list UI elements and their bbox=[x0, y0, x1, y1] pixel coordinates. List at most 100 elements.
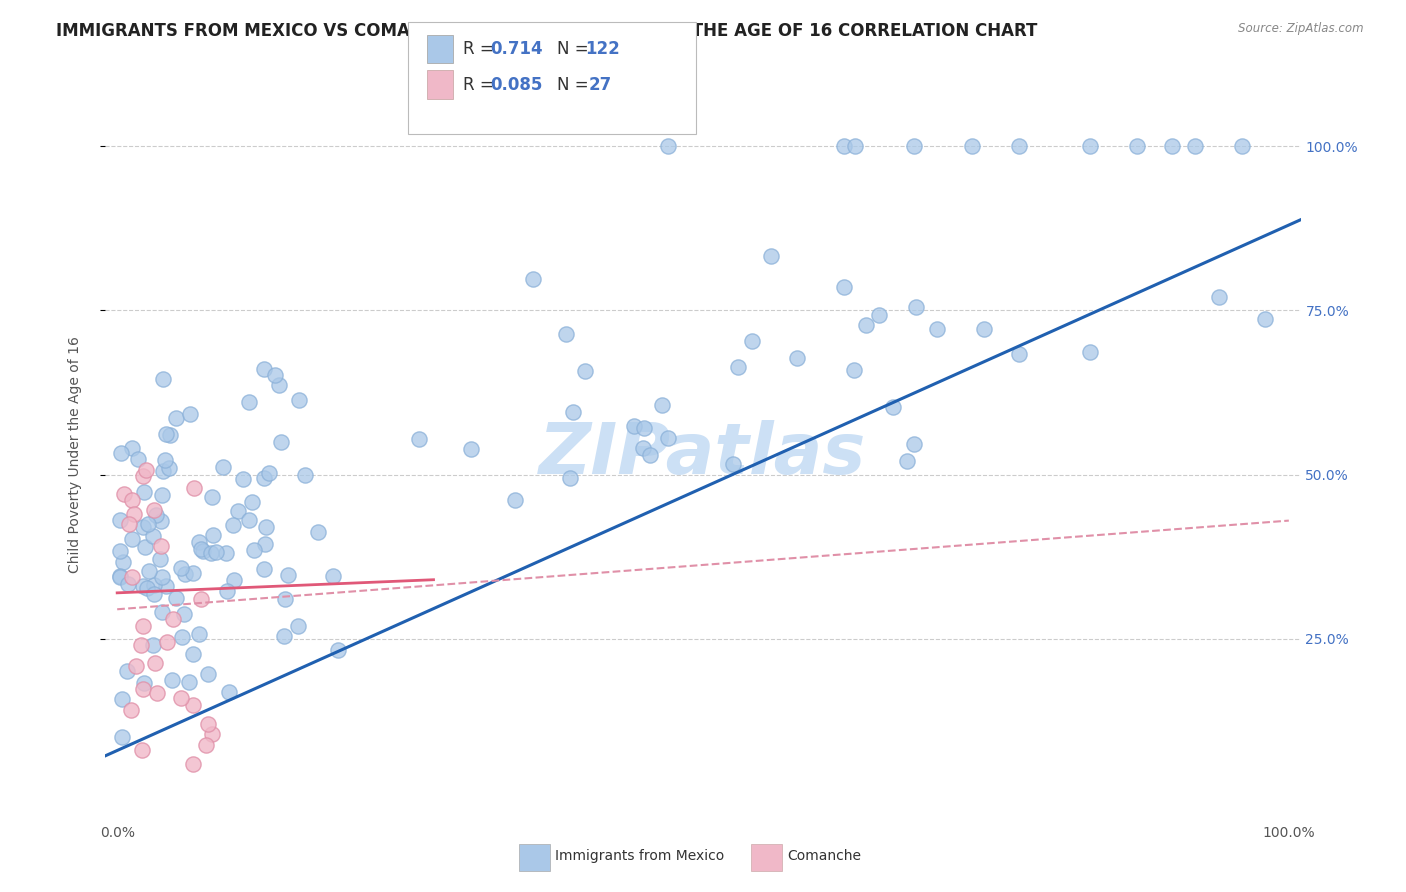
Point bbox=[962, 139, 984, 153]
Point bbox=[110, 569, 132, 583]
Point bbox=[574, 364, 596, 378]
Point bbox=[212, 459, 235, 474]
Point bbox=[136, 516, 159, 531]
Point bbox=[202, 528, 225, 542]
Point bbox=[741, 334, 763, 348]
Point bbox=[115, 664, 138, 678]
Point bbox=[181, 566, 204, 580]
Point bbox=[277, 568, 299, 582]
Point bbox=[150, 605, 173, 619]
Point bbox=[1078, 344, 1101, 359]
Point bbox=[832, 280, 855, 294]
Point bbox=[727, 359, 749, 374]
Point bbox=[238, 394, 260, 409]
Point bbox=[254, 520, 277, 534]
Text: Immigrants from Mexico: Immigrants from Mexico bbox=[555, 849, 724, 863]
Point bbox=[408, 432, 430, 446]
Point bbox=[253, 562, 276, 576]
Point bbox=[201, 490, 224, 504]
Point bbox=[905, 300, 928, 314]
Point bbox=[294, 467, 316, 482]
Point bbox=[503, 493, 526, 508]
Point bbox=[160, 673, 183, 687]
Point bbox=[270, 434, 292, 449]
Point bbox=[152, 464, 174, 478]
Point bbox=[623, 418, 645, 433]
Text: 27: 27 bbox=[589, 76, 613, 94]
Point bbox=[142, 578, 165, 592]
Point bbox=[252, 362, 274, 376]
Point bbox=[1008, 347, 1031, 361]
Point bbox=[183, 481, 205, 495]
Point bbox=[129, 638, 152, 652]
Point bbox=[197, 666, 219, 681]
Point bbox=[238, 513, 260, 527]
Point bbox=[159, 428, 181, 442]
Text: Comanche: Comanche bbox=[787, 849, 862, 863]
Point bbox=[253, 537, 276, 551]
Point bbox=[204, 545, 226, 559]
Point bbox=[143, 656, 166, 670]
Point bbox=[162, 612, 184, 626]
Text: 122: 122 bbox=[585, 40, 620, 58]
Text: Source: ZipAtlas.com: Source: ZipAtlas.com bbox=[1239, 22, 1364, 36]
Point bbox=[127, 451, 149, 466]
Point bbox=[142, 587, 165, 601]
Point bbox=[157, 460, 180, 475]
Point bbox=[197, 717, 219, 731]
Point bbox=[257, 466, 280, 480]
Point bbox=[868, 309, 890, 323]
Text: ZIPatlas: ZIPatlas bbox=[540, 420, 866, 490]
Point bbox=[232, 472, 254, 486]
Point bbox=[155, 579, 177, 593]
Point bbox=[132, 485, 155, 500]
Point bbox=[190, 541, 212, 556]
Point bbox=[170, 690, 193, 705]
Point bbox=[721, 457, 744, 471]
Point bbox=[108, 513, 131, 527]
Point bbox=[927, 322, 949, 336]
Point bbox=[121, 441, 143, 455]
Point bbox=[142, 639, 165, 653]
Point bbox=[132, 682, 155, 697]
Point bbox=[761, 249, 783, 263]
Point bbox=[288, 392, 311, 407]
Point bbox=[179, 407, 201, 421]
Point bbox=[121, 532, 143, 546]
Point bbox=[560, 471, 582, 485]
Point bbox=[522, 272, 544, 286]
Point bbox=[218, 684, 240, 698]
Point bbox=[896, 454, 918, 468]
Point bbox=[152, 372, 174, 386]
Point bbox=[132, 520, 155, 534]
Point bbox=[273, 628, 295, 642]
Point bbox=[117, 576, 139, 591]
Point bbox=[562, 405, 585, 419]
Point bbox=[146, 686, 169, 700]
Text: 0.085: 0.085 bbox=[491, 76, 543, 94]
Point bbox=[150, 488, 173, 502]
Point bbox=[110, 544, 132, 558]
Point bbox=[155, 426, 177, 441]
Point bbox=[242, 495, 264, 509]
Point bbox=[274, 591, 297, 606]
Point bbox=[657, 139, 679, 153]
Text: R =: R = bbox=[463, 40, 499, 58]
Point bbox=[1008, 139, 1031, 153]
Point bbox=[215, 546, 238, 560]
Point bbox=[108, 570, 131, 584]
Point bbox=[187, 534, 209, 549]
Point bbox=[1184, 139, 1206, 153]
Point bbox=[217, 583, 239, 598]
Point bbox=[844, 139, 866, 153]
Text: 0.714: 0.714 bbox=[491, 40, 543, 58]
Point bbox=[882, 400, 904, 414]
Point bbox=[149, 539, 172, 553]
Point bbox=[651, 398, 673, 412]
Point bbox=[135, 463, 157, 477]
Point bbox=[1254, 312, 1277, 326]
Point bbox=[110, 446, 132, 460]
Point bbox=[165, 411, 187, 425]
Point bbox=[200, 546, 222, 560]
Point bbox=[253, 471, 276, 485]
